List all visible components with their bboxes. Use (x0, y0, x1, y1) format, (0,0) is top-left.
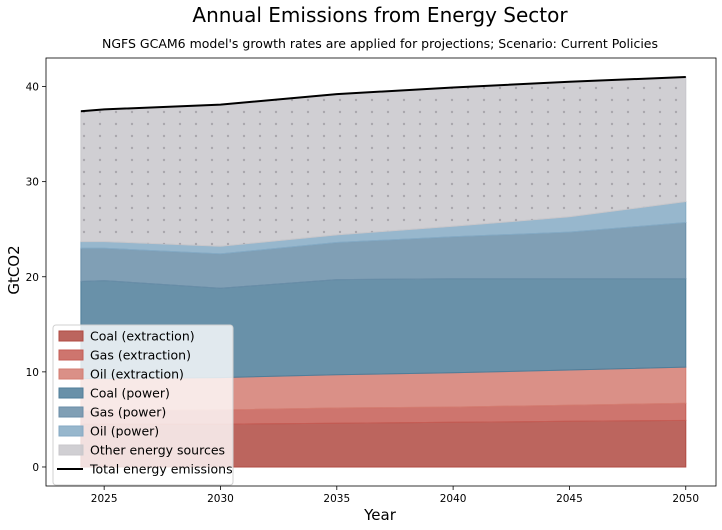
x-tick-label-2: 2035 (323, 493, 350, 505)
legend-label-7: Total energy emissions (89, 462, 233, 477)
legend-swatch-6 (58, 444, 84, 456)
legend-swatch-2 (58, 368, 84, 380)
x-tick-label-1: 2030 (207, 493, 234, 505)
legend-label-4: Gas (power) (90, 405, 166, 420)
x-tick-label-3: 2040 (440, 493, 467, 505)
legend-swatch-1 (58, 349, 84, 361)
y-axis-label: GtCO2 (5, 245, 23, 294)
legend-label-5: Oil (power) (90, 424, 159, 439)
y-tick-label-2: 20 (26, 272, 39, 284)
legend-box (52, 324, 234, 486)
x-tick-label-5: 2050 (672, 493, 699, 505)
legend-swatch-4 (58, 406, 84, 418)
legend: Coal (extraction) Gas (extraction) Oil (ex… (52, 324, 234, 486)
x-tick-label-0: 2025 (91, 493, 118, 505)
x-axis-label: Year (363, 506, 397, 524)
y-tick-label-0: 0 (32, 462, 39, 474)
legend-swatch-5 (58, 425, 84, 437)
y-tick-label-4: 40 (26, 82, 39, 94)
plot-frame (45, 57, 717, 487)
legend-label-1: Gas (extraction) (90, 348, 191, 363)
area-hatch-6 (80, 77, 686, 247)
legend-label-6: Other energy sources (90, 443, 225, 458)
legend-label-3: Coal (power) (90, 386, 170, 401)
total-line-layer (80, 76, 686, 113)
legend-swatch-0 (58, 330, 84, 342)
chart-title: Annual Emissions from Energy Sector (192, 3, 568, 27)
total-emissions-line (80, 76, 686, 113)
x-tick-label-4: 2045 (556, 493, 583, 505)
legend-label-0: Coal (extraction) (90, 329, 195, 344)
legend-label-2: Oil (extraction) (90, 367, 184, 382)
legend-swatch-3 (58, 387, 84, 399)
y-tick-label-3: 30 (26, 177, 39, 189)
chart-subtitle: NGFS GCAM6 model's growth rates are appl… (102, 36, 658, 51)
y-tick-label-1: 10 (26, 367, 39, 379)
